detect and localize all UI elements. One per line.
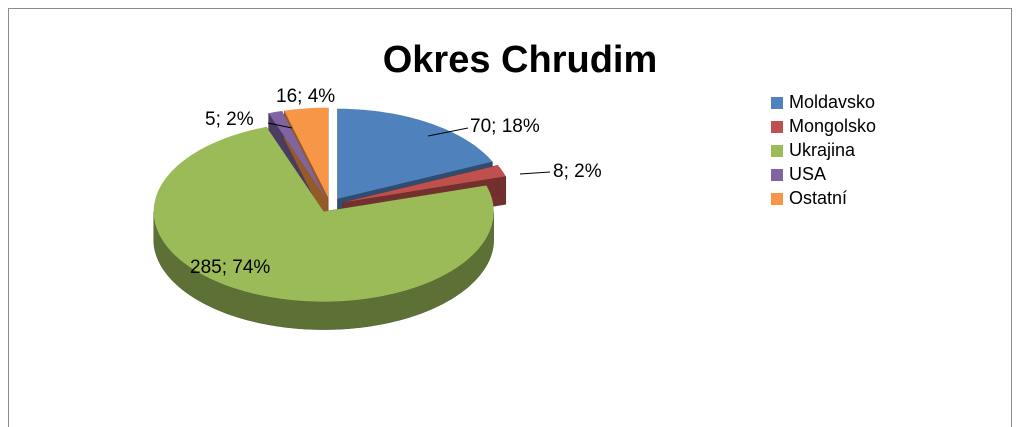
- legend-label: Ukrajina: [789, 140, 856, 160]
- leader-line: [427, 127, 469, 137]
- legend-swatch: [771, 121, 783, 133]
- legend-label: Mongolsko: [789, 116, 876, 136]
- legend-swatch: [771, 145, 783, 157]
- slice: [343, 165, 506, 203]
- chart-title: Okres Chrudim: [383, 39, 658, 81]
- legend-swatch: [771, 193, 783, 205]
- slice: [337, 108, 493, 199]
- leader-line: [519, 171, 551, 175]
- pie: [153, 107, 507, 330]
- data-label: 8; 2%: [553, 161, 602, 182]
- legend-label: Ostatní: [789, 188, 847, 208]
- legend-swatch: [771, 97, 783, 109]
- data-label: 5; 2%: [205, 109, 254, 130]
- slice: [153, 126, 494, 302]
- leader-line: [267, 122, 293, 129]
- legend: Moldavsko Mongolsko Ukrajina USA Ostatní: [771, 92, 876, 208]
- legend-label: USA: [789, 164, 826, 184]
- legend-label: Moldavsko: [789, 92, 875, 112]
- slice: [284, 107, 329, 198]
- data-label: 16; 4%: [276, 86, 335, 107]
- legend-swatch: [771, 169, 783, 181]
- slice: [268, 111, 326, 198]
- data-label: 70; 18%: [470, 116, 540, 137]
- data-label: 285; 74%: [190, 257, 270, 278]
